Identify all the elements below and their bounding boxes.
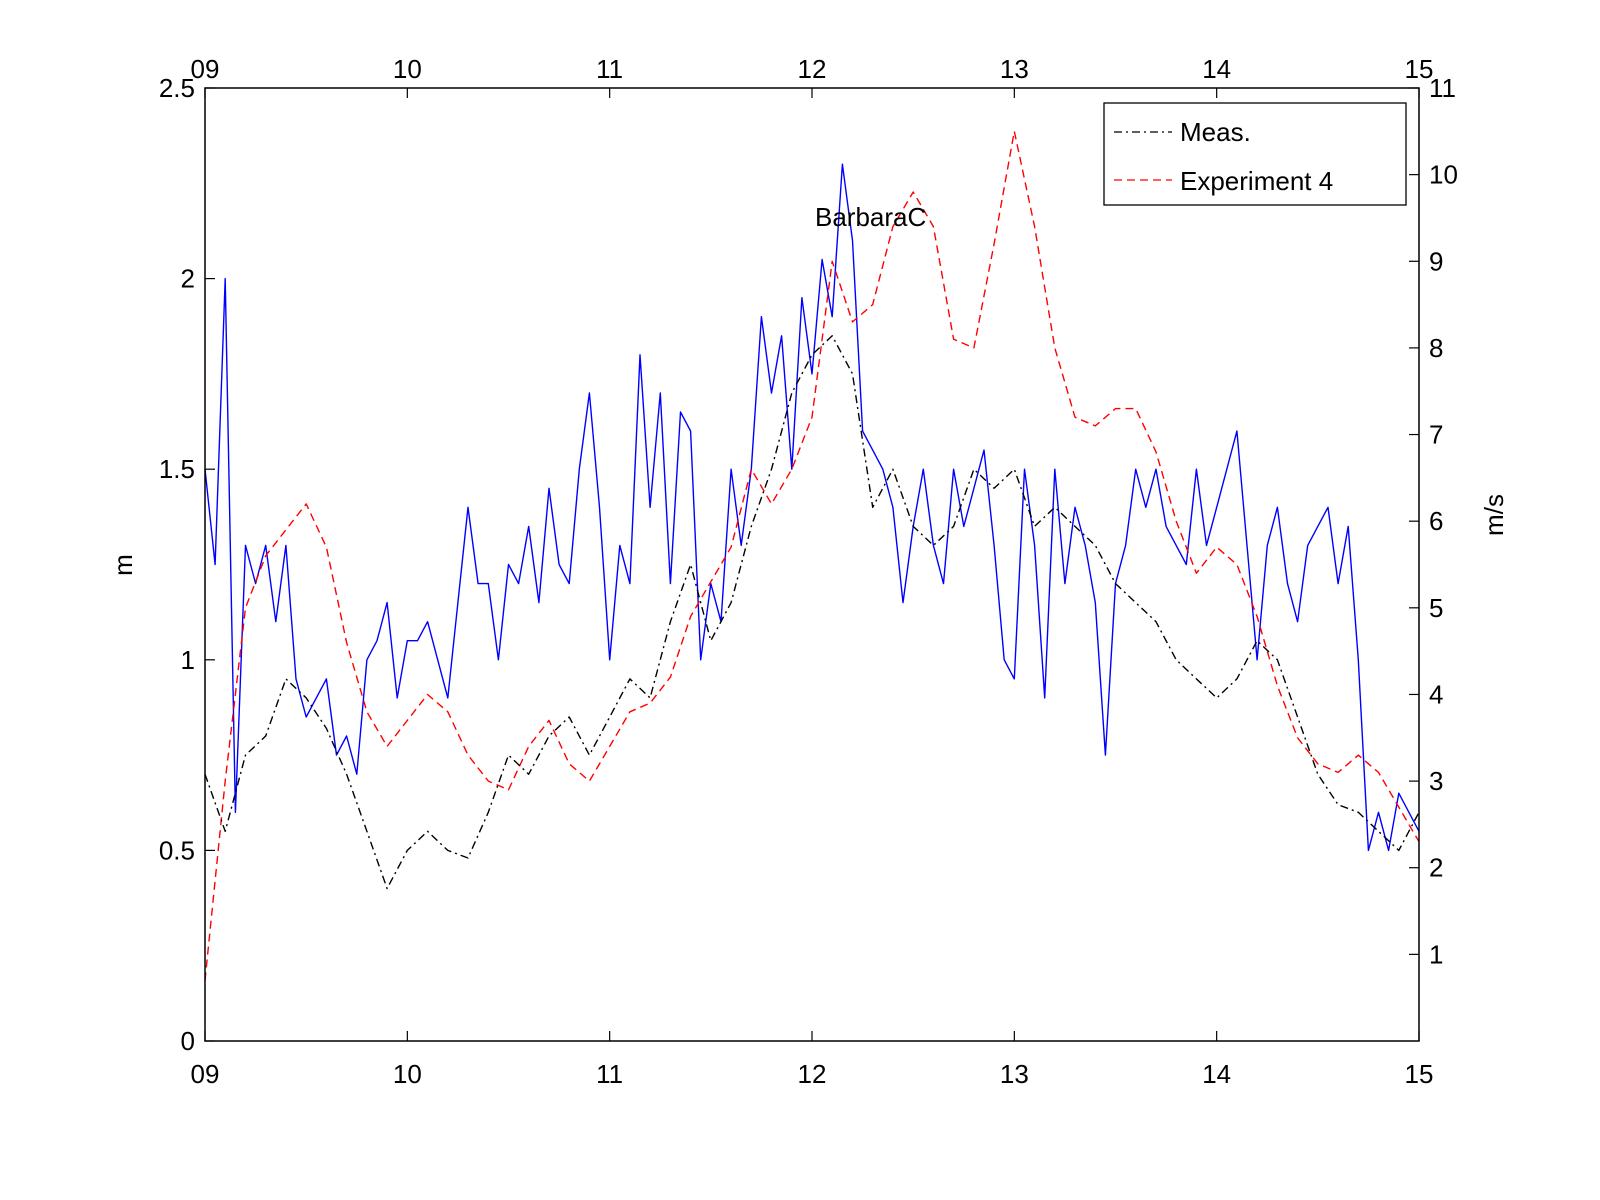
series-line-blue (204, 163, 1420, 852)
x-tick-label-bottom: 11 (596, 1059, 623, 1089)
right-tick-label: 6 (1429, 506, 1443, 536)
left-axis-label: m (108, 554, 138, 576)
x-tick-label-bottom: 15 (1405, 1059, 1434, 1089)
series-line-experiment-4 (204, 130, 1420, 981)
right-tick-label: 5 (1429, 593, 1443, 623)
x-tick-label-top: 09 (191, 54, 220, 84)
right-tick-label: 3 (1429, 766, 1443, 796)
left-tick-label: 0 (181, 1026, 195, 1056)
left-tick-label: 1 (181, 645, 195, 675)
right-tick-label: 1 (1429, 939, 1443, 969)
x-tick-label-bottom: 13 (1000, 1059, 1029, 1089)
x-tick-label-top: 12 (798, 54, 827, 84)
x-tick-label-top: 14 (1202, 54, 1231, 84)
legend: Meas. Experiment 4 (1103, 102, 1407, 206)
left-tick-label: 2 (181, 264, 195, 294)
right-tick-label: 9 (1429, 246, 1443, 276)
right-tick-label: 7 (1429, 420, 1443, 450)
right-tick-label: 11 (1429, 73, 1456, 103)
legend-label-meas: Meas. (1180, 117, 1251, 147)
x-tick-label-bottom: 12 (798, 1059, 827, 1089)
left-tick-label: 1.5 (159, 454, 195, 484)
axis-ticks: 090910101111121213131414151500.511.522.5… (159, 54, 1458, 1089)
x-tick-label-top: 10 (393, 54, 422, 84)
right-tick-label: 10 (1429, 160, 1458, 190)
left-tick-label: 0.5 (159, 835, 195, 865)
x-tick-label-top: 11 (596, 54, 623, 84)
right-tick-label: 8 (1429, 333, 1443, 363)
x-tick-label-bottom: 10 (393, 1059, 422, 1089)
left-tick-label: 2.5 (159, 73, 195, 103)
x-tick-label-bottom: 14 (1202, 1059, 1231, 1089)
x-tick-label-top: 15 (1405, 54, 1434, 84)
legend-label-experiment-4: Experiment 4 (1180, 166, 1333, 196)
plot-series (204, 130, 1420, 981)
annotation-label: BarbaraC (815, 202, 926, 232)
right-tick-label: 4 (1429, 679, 1443, 709)
legend-box (1103, 102, 1407, 206)
series-line-meas (204, 335, 1420, 890)
x-tick-label-bottom: 09 (191, 1059, 220, 1089)
right-axis-label: m/s (1479, 494, 1509, 536)
x-tick-label-top: 13 (1000, 54, 1029, 84)
right-tick-label: 2 (1429, 853, 1443, 883)
